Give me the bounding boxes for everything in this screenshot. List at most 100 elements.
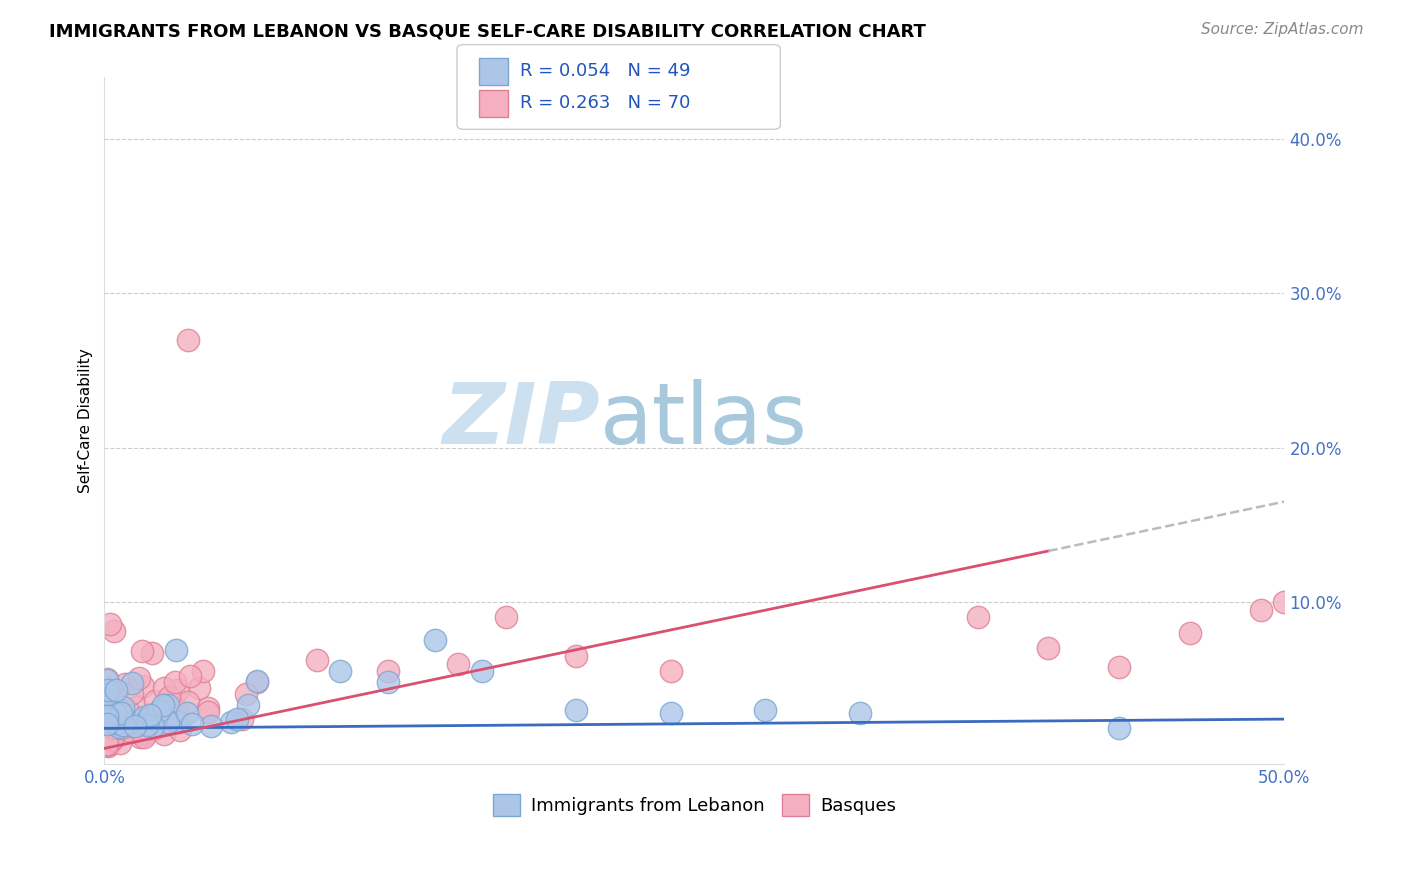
Point: [200, 719, 222, 733]
Point: [329, 665, 352, 679]
Point: [143, 706, 166, 721]
Point: [152, 698, 174, 712]
Point: [118, 723, 141, 738]
Point: [110, 719, 132, 733]
Point: [96, 709, 118, 723]
Point: [131, 726, 153, 740]
Point: [177, 695, 200, 709]
Point: [96, 673, 118, 687]
Point: [136, 722, 159, 736]
Point: [141, 646, 163, 660]
Point: [100, 733, 122, 747]
Point: [165, 674, 187, 689]
Text: R = 0.263   N = 70: R = 0.263 N = 70: [520, 95, 690, 112]
Point: [108, 736, 131, 750]
Point: [166, 702, 188, 716]
Text: atlas: atlas: [600, 379, 808, 462]
Point: [187, 681, 209, 695]
Point: [153, 681, 176, 695]
Point: [96, 712, 118, 726]
Point: [118, 715, 141, 730]
Point: [1038, 641, 1060, 656]
Point: [121, 719, 143, 733]
Point: [97, 717, 120, 731]
Point: [231, 712, 253, 726]
Point: [143, 694, 166, 708]
Point: [124, 700, 146, 714]
Text: ZIP: ZIP: [443, 379, 600, 462]
Point: [146, 706, 169, 721]
Point: [112, 718, 135, 732]
Point: [103, 624, 125, 638]
Point: [128, 671, 150, 685]
Point: [98, 617, 121, 632]
Point: [97, 682, 120, 697]
Point: [132, 679, 155, 693]
Point: [105, 683, 128, 698]
Point: [495, 610, 517, 624]
Point: [105, 716, 128, 731]
Point: [377, 665, 399, 679]
Point: [134, 727, 156, 741]
Point: [100, 720, 122, 734]
Point: [96, 694, 118, 708]
Point: [131, 644, 153, 658]
Point: [176, 706, 198, 720]
Point: [117, 704, 139, 718]
Point: [471, 665, 494, 679]
Point: [565, 648, 588, 663]
Point: [110, 721, 132, 735]
Point: [135, 718, 157, 732]
Point: [754, 703, 776, 717]
Point: [136, 712, 159, 726]
Point: [101, 731, 124, 746]
Point: [121, 676, 143, 690]
Point: [104, 721, 127, 735]
Point: [110, 706, 132, 721]
Point: [193, 664, 215, 678]
Point: [142, 719, 165, 733]
Point: [167, 714, 190, 729]
Point: [117, 716, 139, 731]
Point: [166, 683, 188, 698]
Point: [1108, 722, 1130, 736]
Point: [447, 657, 470, 671]
Point: [1108, 659, 1130, 673]
Point: [104, 706, 127, 720]
Point: [121, 686, 143, 700]
Point: [181, 716, 204, 731]
Point: [96, 705, 118, 719]
Point: [659, 665, 682, 679]
Point: [377, 675, 399, 690]
Point: [246, 673, 269, 688]
Point: [565, 703, 588, 717]
Text: Source: ZipAtlas.com: Source: ZipAtlas.com: [1201, 22, 1364, 37]
Point: [157, 690, 180, 704]
Point: [97, 683, 120, 698]
Point: [165, 643, 187, 657]
Point: [236, 698, 259, 713]
Point: [108, 720, 131, 734]
Point: [139, 708, 162, 723]
Point: [848, 706, 870, 720]
Point: [179, 669, 201, 683]
Point: [659, 706, 682, 720]
Point: [129, 730, 152, 744]
Point: [132, 730, 155, 744]
Point: [197, 700, 219, 714]
Point: [143, 722, 166, 736]
Point: [96, 739, 118, 753]
Point: [96, 716, 118, 731]
Point: [1250, 602, 1272, 616]
Point: [305, 653, 328, 667]
Point: [104, 714, 127, 728]
Text: IMMIGRANTS FROM LEBANON VS BASQUE SELF-CARE DISABILITY CORRELATION CHART: IMMIGRANTS FROM LEBANON VS BASQUE SELF-C…: [49, 22, 927, 40]
Point: [96, 738, 118, 752]
Point: [96, 697, 118, 711]
Point: [423, 633, 446, 648]
Point: [153, 727, 176, 741]
Point: [1178, 625, 1201, 640]
Point: [1274, 595, 1296, 609]
Y-axis label: Self-Care Disability: Self-Care Disability: [79, 348, 93, 493]
Point: [966, 610, 988, 624]
